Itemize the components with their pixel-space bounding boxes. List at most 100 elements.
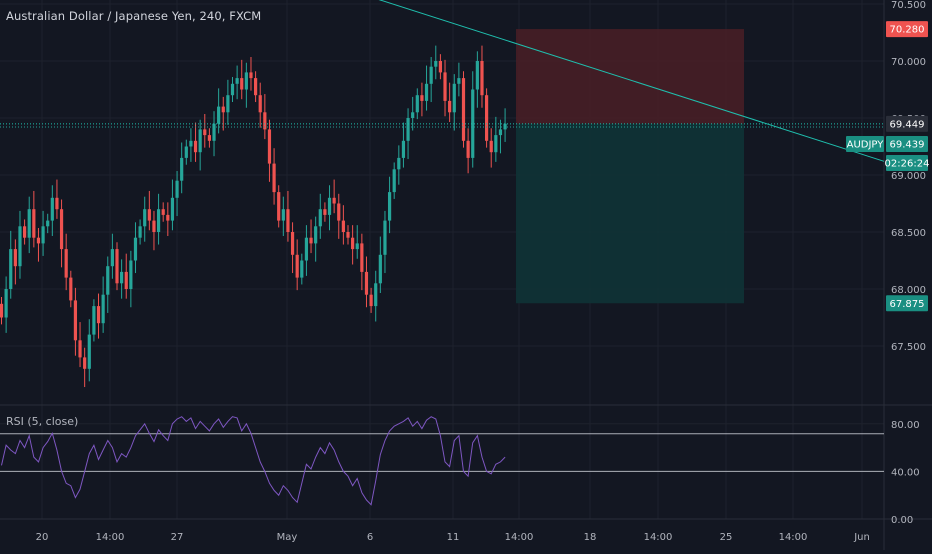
candle-body bbox=[18, 226, 22, 267]
price-tick-label: 68.500 bbox=[891, 228, 926, 239]
time-tick-label: 20 bbox=[36, 532, 49, 543]
candle-body bbox=[443, 72, 447, 101]
candle-body bbox=[461, 78, 466, 141]
time-tick-label: 14:00 bbox=[779, 532, 808, 543]
candle-body bbox=[480, 61, 484, 96]
candle-body bbox=[161, 209, 165, 215]
price-labels: 70.280 69.449 AUDJPY 69.439 02:26:24 67.875 bbox=[846, 21, 929, 312]
candle-body bbox=[429, 66, 433, 84]
rsi-label: RSI (5, close) bbox=[6, 415, 79, 428]
candle-body bbox=[494, 135, 498, 153]
candle-body bbox=[397, 157, 401, 170]
candle-body bbox=[457, 78, 461, 84]
candle-body bbox=[263, 112, 267, 130]
candle-body bbox=[249, 72, 253, 79]
rsi-tick-label: 0.00 bbox=[891, 515, 913, 526]
candle-body bbox=[341, 220, 345, 232]
candle-body bbox=[304, 237, 309, 261]
candle-body bbox=[448, 100, 452, 113]
candle-body bbox=[9, 249, 13, 289]
price-tick-label: 68.000 bbox=[891, 285, 926, 296]
candle-body bbox=[327, 197, 332, 215]
candle-body bbox=[110, 249, 114, 267]
candle-body bbox=[406, 118, 410, 141]
time-tick-label: 14:00 bbox=[644, 532, 673, 543]
time-tick-label: 18 bbox=[584, 532, 597, 543]
candle-body bbox=[267, 129, 272, 164]
candle-body bbox=[23, 226, 27, 238]
candle-body bbox=[55, 197, 59, 210]
rsi-tick-label: 40.00 bbox=[891, 467, 920, 478]
candle-body bbox=[420, 95, 424, 101]
candle-body bbox=[300, 260, 304, 278]
rsi-line bbox=[1, 416, 506, 506]
candle-body bbox=[193, 140, 198, 153]
candle-body bbox=[503, 123, 507, 130]
candle-body bbox=[212, 123, 216, 141]
candle-body bbox=[36, 237, 41, 244]
candle-body bbox=[411, 112, 415, 118]
candle-body bbox=[64, 249, 68, 278]
candle-body bbox=[351, 237, 355, 250]
candle-body bbox=[69, 277, 73, 301]
candle-body bbox=[101, 294, 105, 324]
candle-body bbox=[124, 271, 128, 289]
candles bbox=[0, 45, 507, 388]
candle-body bbox=[240, 78, 244, 90]
candle-body bbox=[281, 209, 285, 221]
time-tick-label: 6 bbox=[367, 532, 373, 543]
candle-body bbox=[92, 306, 96, 335]
candle-body bbox=[27, 209, 31, 238]
price-tick-label: 70.500 bbox=[891, 0, 926, 11]
candle-body bbox=[337, 203, 341, 221]
candle-body bbox=[383, 220, 387, 255]
take-profit-zone bbox=[516, 123, 744, 304]
candle-body bbox=[254, 78, 258, 96]
candle-body bbox=[258, 95, 262, 113]
candle-body bbox=[290, 232, 295, 255]
price-tick-label: 69.000 bbox=[891, 171, 926, 182]
candle-body bbox=[156, 209, 161, 232]
candle-body bbox=[143, 209, 147, 227]
candle-body bbox=[364, 271, 369, 295]
position-zones[interactable] bbox=[516, 29, 744, 304]
candle-body bbox=[332, 197, 336, 204]
candle-body bbox=[41, 226, 45, 244]
candle-body bbox=[244, 72, 248, 90]
rsi-pane[interactable] bbox=[0, 416, 884, 506]
candle-body bbox=[471, 89, 475, 158]
candle-body bbox=[170, 197, 175, 221]
time-tick-label: 27 bbox=[171, 532, 184, 543]
candle-body bbox=[217, 106, 221, 124]
candle-body bbox=[133, 237, 138, 261]
candle-body bbox=[0, 303, 4, 318]
target-price-label-bg bbox=[886, 295, 928, 312]
price-tick-label: 70.000 bbox=[891, 57, 926, 68]
trendline bbox=[378, 0, 885, 162]
candle-body bbox=[198, 129, 202, 153]
candle-body bbox=[434, 61, 438, 67]
entry-price-label-bg bbox=[886, 115, 928, 132]
stop-price-label: 70.280 bbox=[890, 25, 925, 36]
candle-body bbox=[314, 226, 318, 244]
candle-body bbox=[180, 157, 184, 181]
candle-body bbox=[309, 237, 313, 244]
candle-body bbox=[189, 140, 193, 147]
candle-body bbox=[318, 209, 322, 227]
candle-body bbox=[207, 135, 211, 141]
current-price-label-bg bbox=[886, 135, 928, 152]
entry-price-label: 69.449 bbox=[890, 119, 925, 130]
candle-body bbox=[415, 95, 419, 113]
candle-body bbox=[498, 129, 503, 136]
candle-body bbox=[13, 249, 17, 267]
target-price-label: 67.875 bbox=[890, 299, 925, 310]
time-tick-label: Jun bbox=[853, 532, 870, 543]
candle-body bbox=[221, 106, 225, 113]
candle-body bbox=[489, 140, 493, 153]
candle-body bbox=[452, 83, 456, 113]
candle-body bbox=[147, 209, 151, 221]
candle-body bbox=[46, 220, 50, 227]
